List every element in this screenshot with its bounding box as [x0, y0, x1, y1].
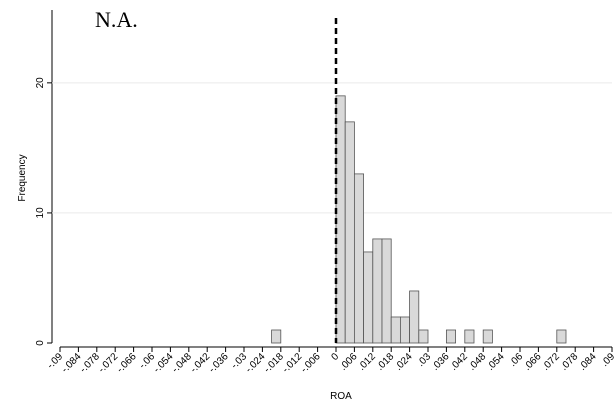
x-tick-label: .024 [393, 351, 415, 373]
y-tick-label: 10 [35, 207, 46, 219]
x-tick-label: -.078 [78, 351, 102, 375]
x-tick-label: .042 [448, 351, 470, 373]
bar [271, 329, 282, 344]
x-tick-label: .036 [430, 351, 452, 373]
x-tick-label: -.036 [207, 351, 231, 375]
bar [556, 329, 567, 344]
annotation: N.A. [95, 7, 138, 32]
x-tick-label: -.066 [115, 351, 139, 375]
y-tick-label: 20 [35, 77, 46, 89]
bar [409, 290, 420, 344]
bar [445, 329, 456, 344]
x-tick-label: .066 [522, 351, 544, 373]
x-tick-label: .018 [375, 351, 397, 373]
bar [344, 121, 355, 344]
bar [335, 95, 346, 344]
y-axis-label: Frequency [17, 154, 28, 201]
x-tick-label: 0 [329, 351, 341, 363]
bar [390, 316, 401, 344]
x-tick-label: -.018 [262, 351, 286, 375]
x-tick-label: -.048 [170, 351, 194, 375]
x-tick-label: -.072 [96, 351, 120, 375]
x-axis-label: ROA [330, 391, 352, 402]
x-tick-label: -.012 [280, 351, 304, 375]
x-tick-label: -.006 [299, 351, 323, 375]
x-tick-label: .048 [467, 351, 489, 373]
y-tick-label: 0 [35, 340, 46, 346]
x-tick-label: -.054 [152, 351, 176, 375]
x-tick-label: -.042 [188, 351, 212, 375]
x-tick-label: .078 [559, 351, 581, 373]
bar [353, 173, 364, 344]
x-tick-label: -.024 [244, 351, 268, 375]
x-tick-label: .054 [485, 351, 507, 373]
x-tick-label: .09 [600, 351, 615, 369]
x-tick-label: .072 [540, 351, 562, 373]
bar [399, 316, 410, 344]
x-tick-label: .012 [356, 351, 378, 373]
bar [363, 251, 374, 344]
bar [418, 329, 429, 344]
bar [381, 238, 392, 344]
bar [372, 238, 383, 344]
x-tick-label: .084 [577, 351, 599, 373]
x-tick-label: -.084 [60, 351, 84, 375]
bar [482, 329, 493, 344]
x-tick-label: .006 [338, 351, 360, 373]
bar [464, 329, 475, 344]
